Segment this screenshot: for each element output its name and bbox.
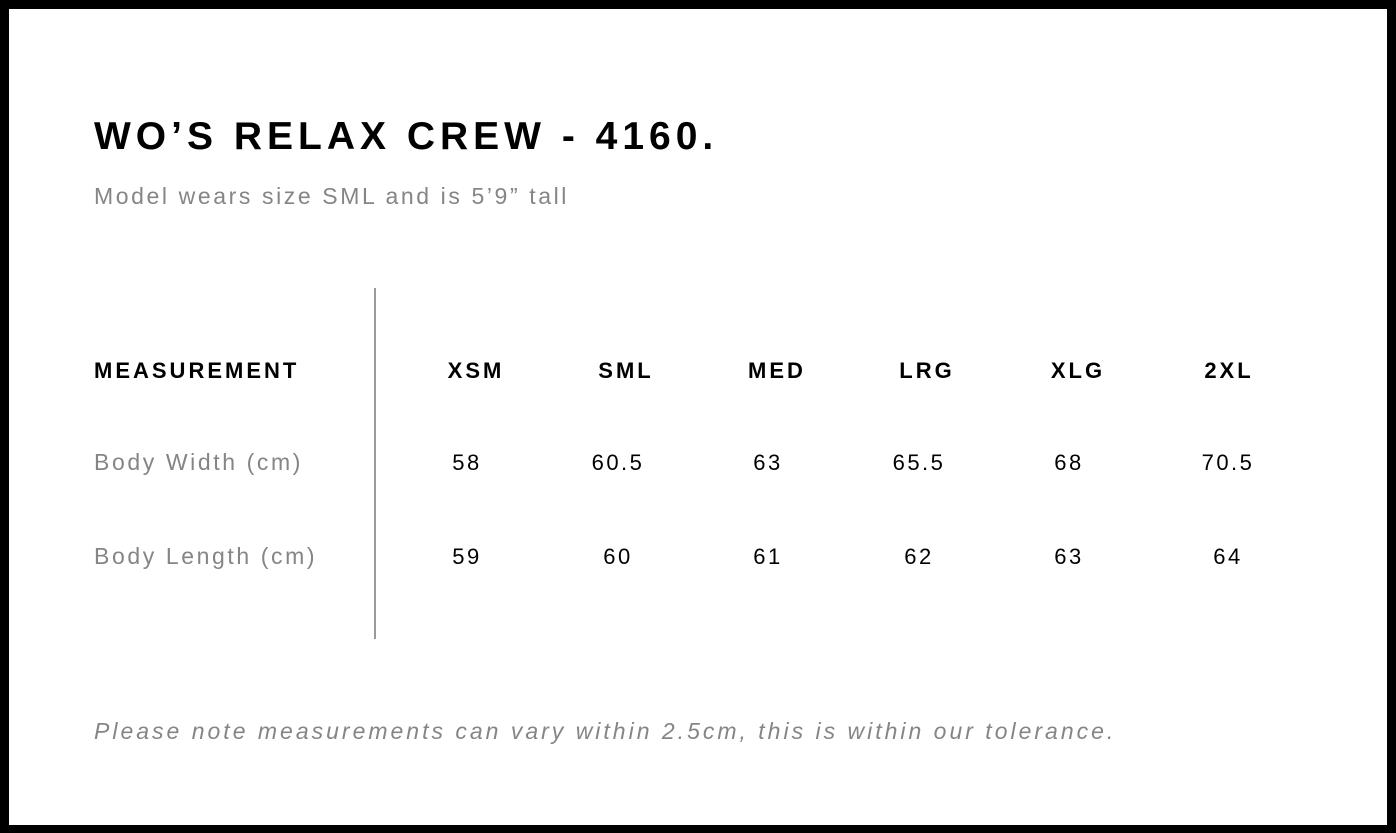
table-cell: 65.5 [892, 450, 946, 475]
header-size: XLG [1050, 358, 1106, 383]
table-cell: 64 [1213, 544, 1243, 569]
tolerance-note: Please note measurements can vary within… [94, 718, 1117, 744]
table-cell: 68 [1054, 450, 1084, 475]
table-cell: 62 [904, 544, 934, 569]
table-cell: 58 [452, 450, 482, 475]
size-chart-card: WO’S RELAX CREW - 4160. Model wears size… [9, 9, 1387, 825]
row-label-body-width: Body Width (cm) [94, 449, 303, 475]
model-info: Model wears size SML and is 5’9” tall [94, 183, 570, 209]
header-size: SML [598, 358, 654, 383]
table-cell: 61 [753, 544, 783, 569]
header-size: MED [748, 358, 806, 383]
row-label-body-length: Body Length (cm) [94, 543, 318, 569]
table-cell: 63 [1054, 544, 1084, 569]
table-cell: 60 [603, 544, 633, 569]
table-cell: 63 [753, 450, 783, 475]
table-cell: 60.5 [591, 450, 645, 475]
table-cell: 59 [452, 544, 482, 569]
header-size: LRG [899, 358, 955, 383]
page-title: WO’S RELAX CREW - 4160. [94, 115, 719, 158]
header-size: XSM [447, 358, 505, 383]
table-cell: 70.5 [1201, 450, 1255, 475]
header-size: 2XL [1204, 358, 1254, 383]
column-divider [374, 288, 376, 639]
header-measurement: MEASUREMENT [94, 358, 300, 383]
